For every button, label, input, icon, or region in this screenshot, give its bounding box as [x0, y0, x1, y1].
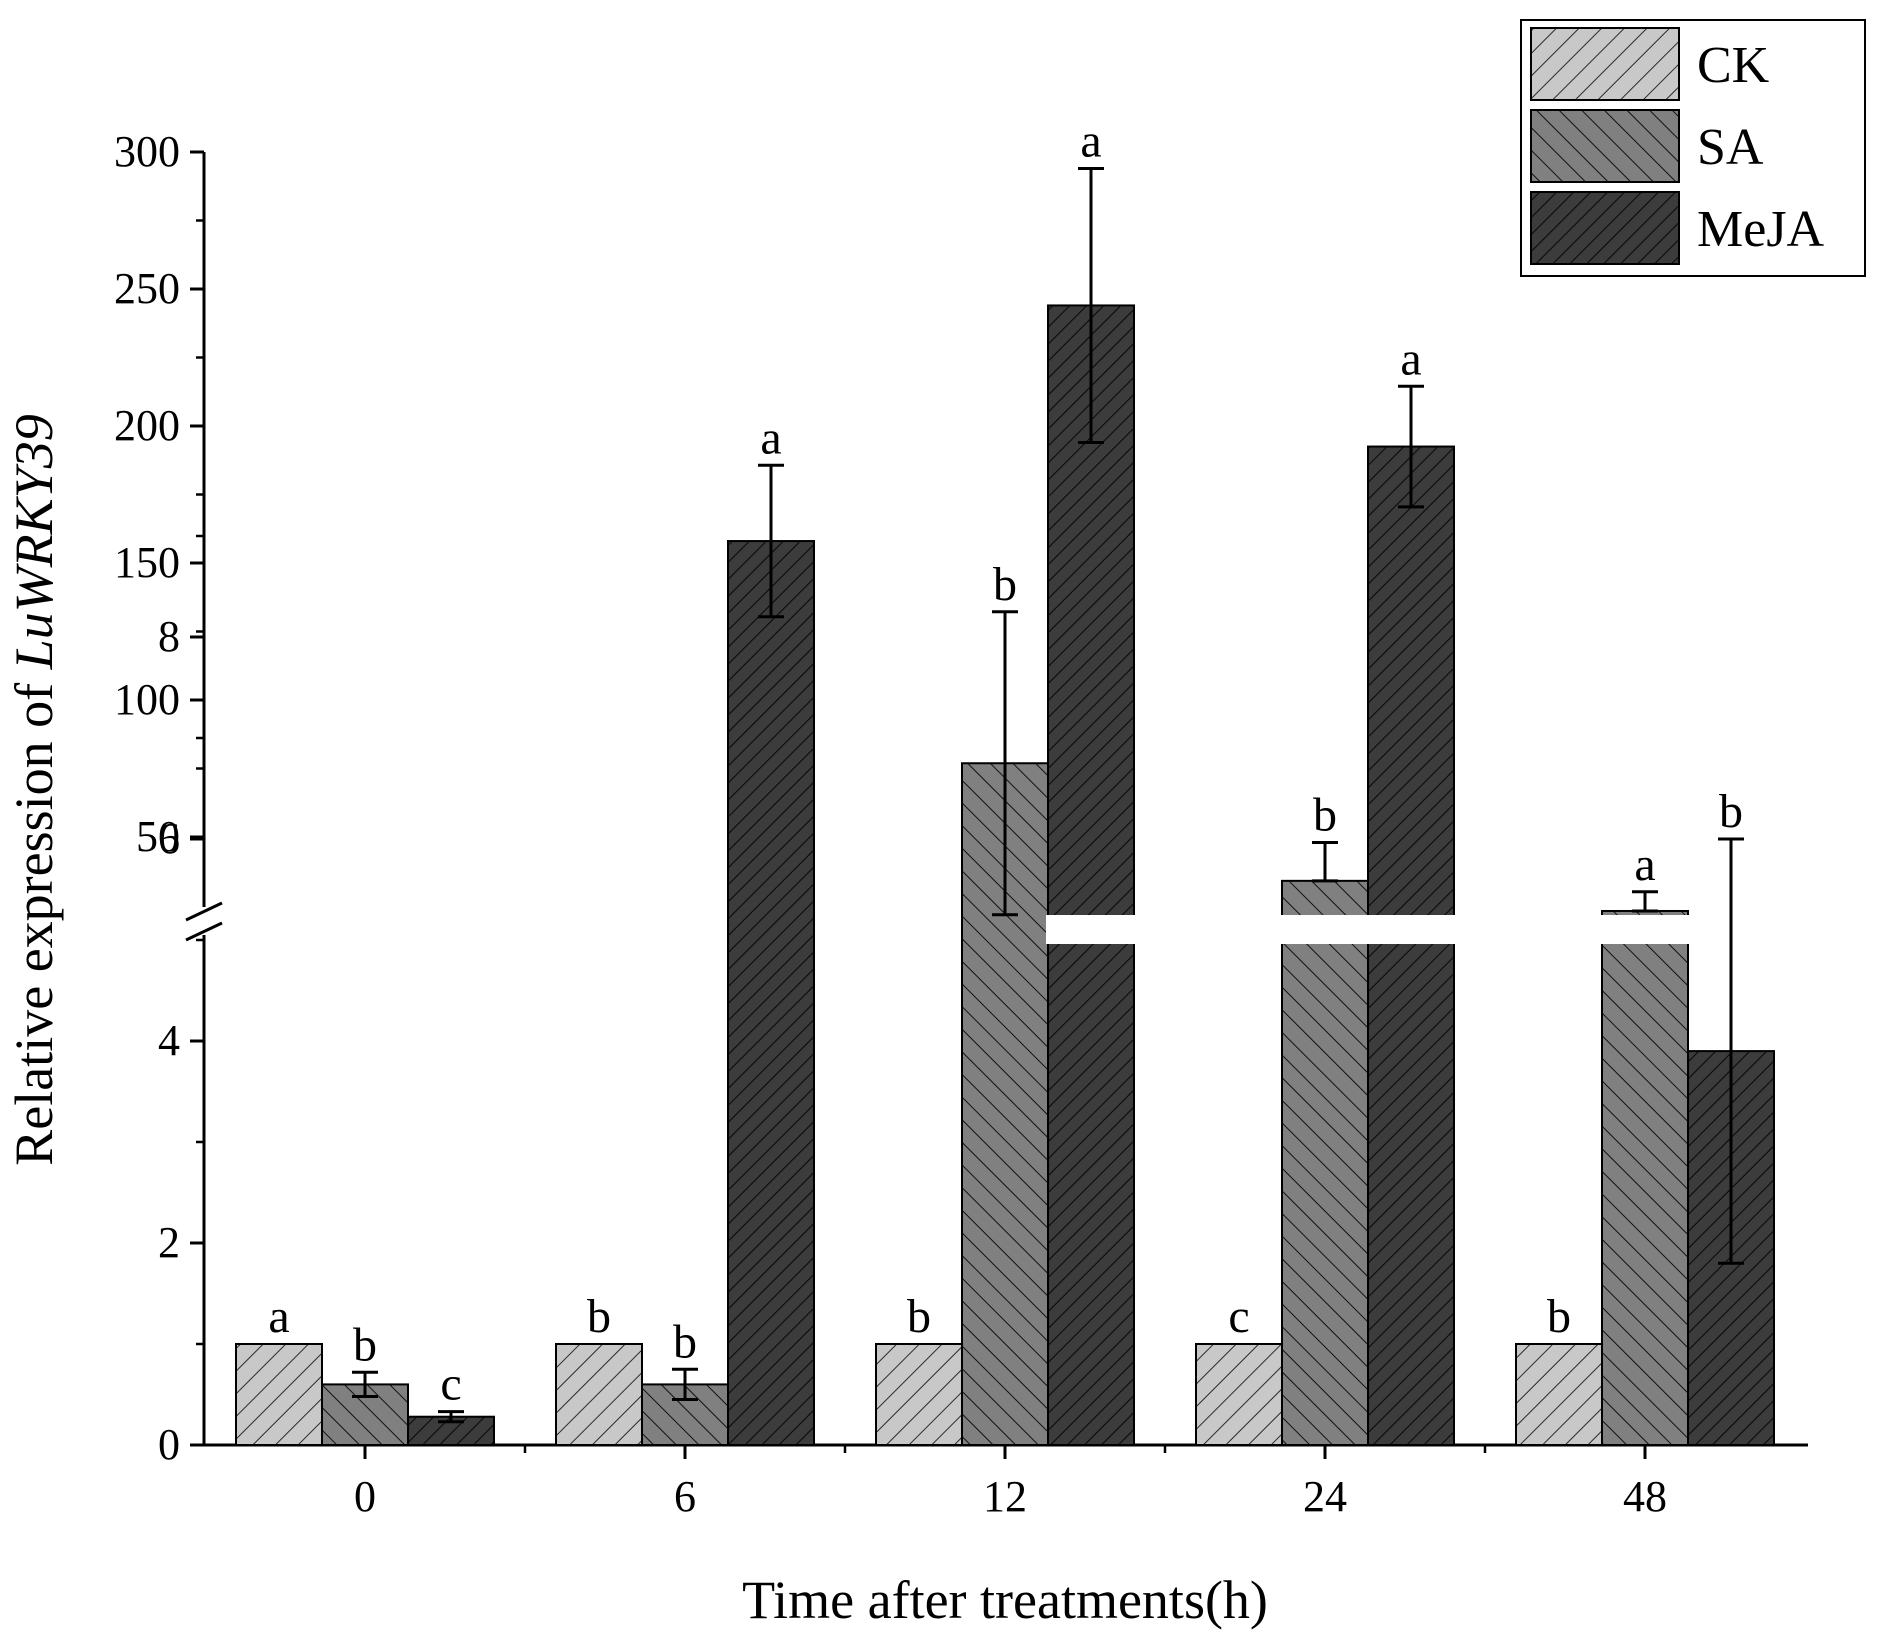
y-axis-title: Relative expression of LuWRKY39 [4, 414, 64, 1165]
y-ticks: 0 2 4 6 8 50 100 150 200 250 300 [114, 127, 204, 1469]
significance-letters: a b b c b b b b b a c a a a b [268, 114, 1743, 1410]
y-tick-label: 0 [158, 1420, 180, 1469]
y-tick-label: 8 [158, 612, 180, 661]
y-tick-label: 300 [114, 127, 180, 176]
sig-letter-ck-6: b [587, 1290, 611, 1343]
bar-meja-12 [1047, 304, 1135, 1447]
legend-swatch-meja [1530, 191, 1680, 265]
bar-ck-24 [1195, 1343, 1283, 1446]
legend-label-meja: MeJA [1697, 201, 1825, 258]
legend-swatch-sa [1530, 109, 1680, 183]
sig-letter-meja-24: a [1400, 332, 1421, 385]
bar-sa-48 [1601, 909, 1689, 1446]
y-tick-label: 4 [158, 1016, 180, 1065]
bar-sa-24-break-gap [1280, 915, 1370, 944]
sig-letter-meja-12: a [1080, 114, 1101, 167]
bar-meja-24 [1367, 445, 1455, 1446]
sig-letter-meja-48: b [1719, 785, 1743, 838]
legend: CK SA MeJA [1520, 19, 1866, 277]
sig-letter-sa-12: b [993, 558, 1017, 611]
sig-letter-ck-0: a [268, 1290, 289, 1343]
y-tick-label: 2 [158, 1218, 180, 1267]
legend-label-sa: SA [1697, 119, 1764, 176]
x-tick-label: 0 [354, 1472, 376, 1521]
sig-letter-meja-0: c [440, 1358, 461, 1411]
y-tick-label: 250 [114, 264, 180, 313]
y-tick-label: 200 [114, 401, 180, 450]
y-tick-label: 100 [114, 675, 180, 724]
y-axis-title-prefix: Relative expression of [4, 669, 64, 1165]
sig-letter-sa-24: b [1313, 788, 1337, 841]
x-axis-title: Time after treatments(h) [742, 1570, 1268, 1630]
bar-ck-6 [555, 1343, 643, 1446]
y-tick-label: 150 [114, 538, 180, 587]
y-tick-label: 50 [136, 812, 180, 861]
sig-letter-ck-12: b [907, 1290, 931, 1343]
y-axis-title-gene: LuWRKY39 [4, 414, 64, 670]
bar-ck-12 [875, 1343, 963, 1446]
bar-ck-48 [1515, 1343, 1603, 1446]
bar-sa-48-break-gap [1600, 915, 1690, 944]
y-tick-label: 6 [158, 814, 180, 863]
bar-meja-24-break-gap [1366, 915, 1456, 944]
bar-sa-24 [1281, 879, 1369, 1446]
legend-swatch-ck [1530, 27, 1680, 101]
bar-meja-12-break-gap [1046, 915, 1136, 944]
axis-break-marks [185, 901, 223, 942]
sig-letter-sa-48: a [1634, 838, 1655, 891]
bar-meja-6 [727, 540, 815, 1446]
x-ticks: 0 6 12 24 48 [354, 1445, 1667, 1521]
sig-letter-meja-6: a [760, 411, 781, 464]
error-bars [352, 166, 1744, 1424]
sig-letter-sa-0: b [353, 1318, 377, 1371]
x-tick-label: 24 [1303, 1472, 1347, 1521]
x-tick-label: 48 [1623, 1472, 1667, 1521]
x-tick-label: 6 [674, 1472, 696, 1521]
bar-ck-0 [235, 1343, 323, 1446]
sig-letter-sa-6: b [673, 1315, 697, 1368]
sig-letter-ck-24: c [1228, 1290, 1249, 1343]
x-tick-label: 12 [983, 1472, 1027, 1521]
sig-letter-ck-48: b [1547, 1290, 1571, 1343]
legend-label-ck: CK [1697, 37, 1770, 94]
